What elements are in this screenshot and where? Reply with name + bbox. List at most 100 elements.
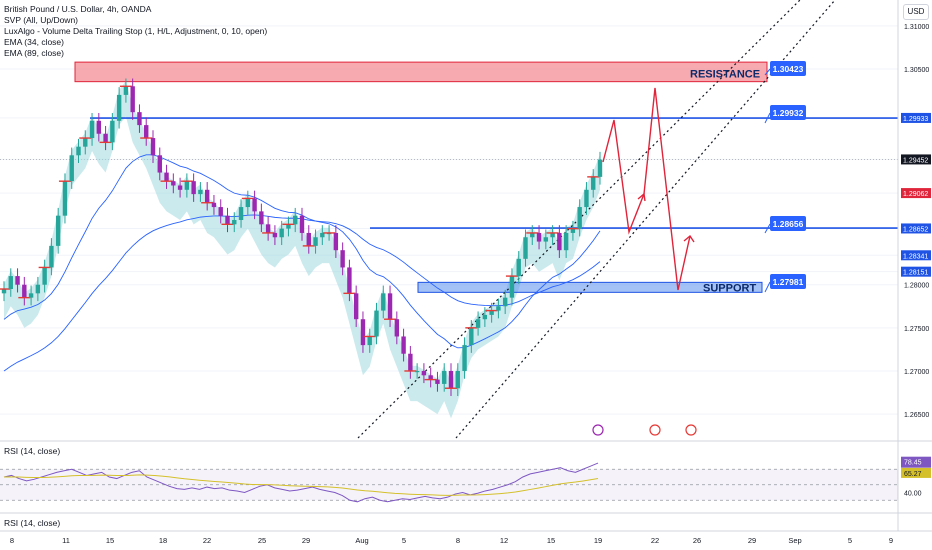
x-tick-label-15: 29 bbox=[748, 536, 756, 545]
x-tick-label-12: 19 bbox=[594, 536, 602, 545]
rsi-ma-line bbox=[3, 474, 599, 496]
x-tick-label-4: 22 bbox=[203, 536, 211, 545]
callout-value-0: 1.30423 bbox=[773, 64, 804, 74]
candle-body-63 bbox=[428, 375, 433, 380]
candle-body-45 bbox=[306, 232, 311, 246]
candle-body-1 bbox=[8, 276, 13, 290]
x-tick-label-7: Aug bbox=[355, 536, 368, 545]
legend-line-svp: SVP (All, Up/Down) bbox=[4, 15, 79, 25]
candle-body-38 bbox=[259, 211, 264, 225]
candle-body-83 bbox=[563, 232, 569, 251]
candle-body-40 bbox=[272, 232, 278, 238]
event-icon-0 bbox=[592, 424, 604, 436]
rsi-value-badge bbox=[901, 456, 931, 468]
candle-body-14 bbox=[96, 120, 102, 134]
y-tick-label-9: 1.27500 bbox=[904, 326, 929, 333]
candle-body-82 bbox=[557, 232, 562, 251]
candle-body-46 bbox=[313, 237, 318, 246]
price-badge-2 bbox=[901, 188, 931, 199]
price-badge-4 bbox=[901, 250, 931, 261]
callout-leader-2 bbox=[764, 223, 771, 234]
legend-title: British Pound / U.S. Dollar, 4h, OANDA bbox=[4, 4, 152, 14]
candle-body-68 bbox=[462, 345, 467, 371]
candle-body-84 bbox=[570, 228, 576, 233]
legend-line-ema34: EMA (34, close) bbox=[4, 37, 64, 47]
candle-body-42 bbox=[286, 224, 291, 229]
rsi-value-label: 78.45 bbox=[904, 460, 922, 467]
candle-body-54 bbox=[367, 336, 372, 346]
candle-body-65 bbox=[442, 370, 447, 384]
x-tick-label-9: 8 bbox=[456, 536, 460, 545]
callout-box-1 bbox=[770, 105, 806, 120]
candle-body-74 bbox=[502, 297, 508, 307]
price-badge-1 bbox=[901, 154, 931, 165]
candle-body-80 bbox=[543, 237, 549, 242]
price-badge-label-2: 1.29062 bbox=[903, 191, 928, 198]
x-tick-label-18: 9 bbox=[889, 536, 893, 545]
candle-body-24 bbox=[164, 172, 169, 182]
candle-body-44 bbox=[299, 215, 305, 233]
x-tick-label-17: 5 bbox=[848, 536, 852, 545]
price-badge-label-0: 1.29933 bbox=[903, 116, 928, 123]
candle-body-21 bbox=[144, 125, 149, 139]
candle-body-49 bbox=[333, 232, 339, 251]
y-tick-label-10: 1.27000 bbox=[904, 369, 929, 376]
rsi-signal-badge bbox=[901, 467, 931, 478]
candle-body-76 bbox=[516, 258, 521, 277]
candle-body-59 bbox=[401, 336, 406, 354]
y-tick-label-1: 1.30500 bbox=[904, 67, 929, 74]
callout-value-3: 1.27981 bbox=[773, 277, 804, 287]
currency-selector[interactable]: USD bbox=[903, 4, 929, 20]
candle-body-30 bbox=[204, 189, 210, 203]
callout-box-3 bbox=[770, 274, 806, 289]
candle-body-86 bbox=[584, 189, 589, 208]
legend-line-ema89: EMA (89, close) bbox=[4, 48, 64, 58]
rsi-panel2-label: RSI (14, close) bbox=[4, 518, 61, 528]
candle-body-39 bbox=[265, 224, 271, 233]
legend-line-luxalgo: LuxAlgo - Volume Delta Trailing Stop (1,… bbox=[4, 26, 268, 36]
candle-body-11 bbox=[76, 146, 81, 156]
candle-body-8 bbox=[55, 215, 61, 246]
price-badge-label-1: 1.29452 bbox=[903, 157, 928, 164]
price-badge-label-5: 1.28151 bbox=[903, 270, 928, 277]
candle-body-0 bbox=[1, 289, 7, 294]
candle-body-34 bbox=[232, 220, 237, 225]
candle-body-20 bbox=[137, 112, 142, 126]
y-tick-label-8: 1.28000 bbox=[904, 283, 929, 290]
candle-body-41 bbox=[279, 228, 284, 238]
candle-body-66 bbox=[448, 370, 454, 389]
candle-body-87 bbox=[591, 176, 596, 190]
price-badge-label-4: 1.28341 bbox=[903, 253, 928, 260]
candle-body-58 bbox=[394, 319, 400, 337]
x-tick-label-11: 15 bbox=[547, 536, 555, 545]
callout-leader-0 bbox=[764, 68, 771, 76]
candle-body-28 bbox=[191, 181, 196, 195]
candle-body-70 bbox=[475, 319, 481, 328]
candle-body-47 bbox=[320, 232, 325, 238]
candle-body-35 bbox=[238, 207, 244, 220]
support-label: SUPPORT bbox=[703, 282, 756, 294]
candle-body-3 bbox=[22, 284, 27, 298]
price-badge-5 bbox=[901, 266, 931, 277]
candle-body-81 bbox=[550, 232, 555, 238]
candle-body-32 bbox=[218, 207, 223, 216]
candle-body-19 bbox=[130, 86, 135, 113]
candle-body-75 bbox=[509, 276, 515, 298]
candle-body-2 bbox=[15, 276, 20, 285]
x-tick-label-14: 26 bbox=[693, 536, 701, 545]
rsi-signal-label: 65.27 bbox=[904, 471, 922, 478]
candle-body-77 bbox=[523, 237, 528, 259]
candle-body-27 bbox=[184, 181, 190, 190]
candle-body-12 bbox=[83, 138, 88, 147]
x-tick-label-8: 5 bbox=[402, 536, 406, 545]
candle-body-5 bbox=[35, 284, 41, 294]
x-tick-label-13: 22 bbox=[651, 536, 659, 545]
candle-body-71 bbox=[482, 314, 488, 320]
candle-body-53 bbox=[360, 319, 366, 346]
candle-body-37 bbox=[252, 198, 257, 212]
price-badge-3 bbox=[901, 223, 931, 234]
candle-body-6 bbox=[42, 267, 47, 285]
candle-body-85 bbox=[577, 207, 582, 229]
price-badge-label-3: 1.28652 bbox=[903, 226, 928, 233]
